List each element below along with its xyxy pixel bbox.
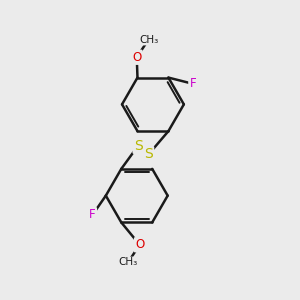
Text: S: S <box>134 139 142 153</box>
Text: S: S <box>144 147 153 161</box>
Text: F: F <box>189 77 196 90</box>
Text: methoxy: methoxy <box>146 34 152 35</box>
Text: F: F <box>89 208 96 221</box>
Text: CH₃: CH₃ <box>139 34 158 45</box>
Text: CH₃: CH₃ <box>118 257 137 268</box>
Text: O: O <box>132 51 141 64</box>
Text: O: O <box>135 238 144 251</box>
